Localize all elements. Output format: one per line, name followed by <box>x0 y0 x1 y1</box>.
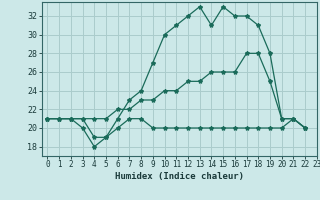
X-axis label: Humidex (Indice chaleur): Humidex (Indice chaleur) <box>115 172 244 181</box>
